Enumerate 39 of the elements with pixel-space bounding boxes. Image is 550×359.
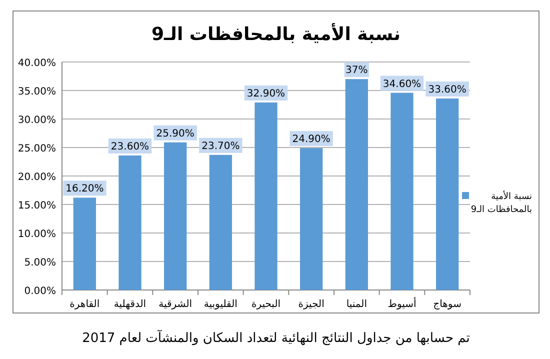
x-tick-label: أسيوط (388, 297, 417, 310)
bar (390, 92, 414, 290)
bar (254, 102, 278, 290)
data-label: 23.70% (202, 140, 240, 152)
y-tick-label: 25.00% (18, 144, 56, 154)
text: تم حسابها من جداول النتائج النهائية لتعداد السكان والمنشآت لعام 2017 (82, 329, 470, 346)
y-tick-label: 40.00% (18, 58, 56, 69)
x-tick-label: الجيزة (298, 299, 324, 310)
x-tick-label: الدقهلية (114, 299, 146, 310)
bar (164, 142, 187, 290)
data-label: 25.90% (156, 128, 194, 140)
data-label: 16.20% (66, 184, 104, 195)
bar (345, 79, 368, 290)
bar (300, 148, 323, 290)
x-tick-label: المنيا (346, 299, 368, 310)
x-tick-label: الشرقية (158, 299, 192, 310)
x-tick-label: القاهرة (70, 299, 100, 310)
data-label: 33.60% (428, 84, 466, 96)
data-label: 24.90% (292, 134, 330, 146)
y-tick-label: 30.00% (18, 115, 56, 126)
bar (209, 154, 232, 290)
data-label: 32.90% (246, 88, 286, 100)
bar (436, 98, 459, 290)
data-label: 34.60% (382, 78, 422, 90)
x-tick-label: سوهاج (433, 299, 462, 310)
y-tick-label: 0.00% (24, 286, 56, 297)
bar (73, 198, 96, 290)
bar (118, 155, 142, 290)
y-tick-label: 35.00% (18, 86, 56, 98)
data-label: 37% (346, 65, 368, 76)
chart-title: نسبة الأمية بالمحافظات الـ9 (152, 23, 400, 45)
x-tick-label: القليوبية (204, 299, 238, 310)
series-label: نسبة الأمية بالمحافظات الـ9 (470, 190, 532, 215)
x-tick-label: البحيرة (251, 299, 281, 310)
data-label: 23.60% (110, 141, 150, 152)
y-tick-label: 15.00% (18, 200, 56, 212)
y-tick-label: 5.00% (24, 258, 56, 268)
y-tick-label: 10.00% (18, 229, 56, 240)
y-tick-label: 20.00% (18, 172, 56, 183)
